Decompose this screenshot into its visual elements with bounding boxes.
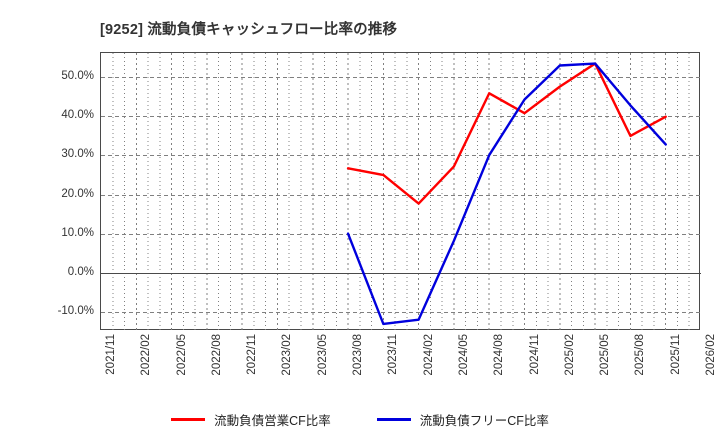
x-axis-tick-label: 2023/05 <box>316 334 329 376</box>
y-axis-tick-label: 20.0% <box>61 187 94 200</box>
x-axis-tick-labels: 2021/11 2022/02 2022/05 2022/08 2022/11 2023/… <box>100 334 717 404</box>
x-axis-tick-label: 2025/08 <box>634 334 647 376</box>
plot-area <box>100 52 701 331</box>
chart-legend: 流動負債営業CF比率 流動負債フリーCF比率 <box>0 404 720 434</box>
y-axis-tick-label: 30.0% <box>61 148 94 161</box>
y-axis-tick-label: -10.0% <box>57 304 94 317</box>
x-axis-tick-label: 2021/11 <box>105 334 117 375</box>
x-axis-tick-label: 2026/02 <box>705 334 717 376</box>
x-axis-tick-label: 2024/08 <box>493 334 506 376</box>
legend-color-swatch <box>171 417 206 421</box>
y-axis-tick-label: 10.0% <box>61 226 94 239</box>
legend-label: 流動負債営業CF比率 <box>214 413 331 428</box>
x-axis-tick-label: 2023/11 <box>387 334 400 375</box>
chart-title: [9252] 流動負債キャッシュフロー比率の推移 <box>100 22 398 38</box>
x-axis-tick-label: 2022/11 <box>246 334 259 375</box>
legend-item[interactable]: 流動負債フリーCF比率 <box>376 410 549 429</box>
data-line <box>346 62 667 326</box>
legend-color-swatch <box>376 417 411 421</box>
y-axis-tick-label: 40.0% <box>61 109 94 122</box>
data-line <box>346 62 667 205</box>
legend-label: 流動負債フリーCF比率 <box>419 413 549 428</box>
legend-item[interactable]: 流動負債営業CF比率 <box>171 410 331 429</box>
x-axis-tick-label: 2023/02 <box>281 334 294 376</box>
x-axis-tick-label: 2022/05 <box>175 334 188 376</box>
x-axis-tick-label: 2022/08 <box>210 334 223 376</box>
x-axis-tick-label: 2025/02 <box>563 334 576 376</box>
x-axis-tick-label: 2022/02 <box>140 334 153 376</box>
y-axis-tick-labels: 50.0% 40.0% 30.0% 20.0% 10.0% 0.0% -10.0% <box>0 52 94 330</box>
x-axis-tick-label: 2024/02 <box>422 334 435 376</box>
x-axis-tick-label: 2024/05 <box>457 334 470 376</box>
x-axis-tick-label: 2023/08 <box>352 334 365 376</box>
y-axis-tick-label: 0.0% <box>67 265 94 278</box>
plot-svg <box>101 53 701 331</box>
y-axis-tick-label: 50.0% <box>61 70 94 83</box>
x-axis-tick-label: 2024/11 <box>528 334 541 375</box>
x-axis-tick-label: 2025/11 <box>669 334 682 375</box>
x-axis-tick-label: 2025/05 <box>599 334 612 376</box>
